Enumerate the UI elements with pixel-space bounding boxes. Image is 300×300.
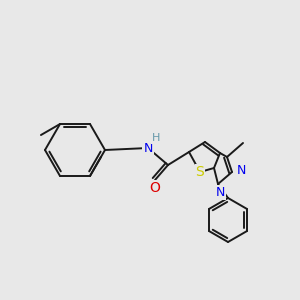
Text: N: N — [236, 164, 246, 178]
Text: S: S — [196, 165, 204, 179]
Text: N: N — [143, 142, 153, 154]
Text: N: N — [215, 185, 225, 199]
Text: O: O — [150, 181, 160, 195]
Text: H: H — [152, 133, 160, 143]
